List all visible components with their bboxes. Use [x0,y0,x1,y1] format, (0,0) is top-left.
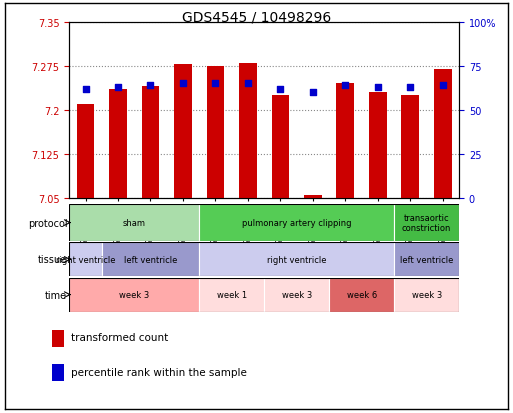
Bar [199,243,394,277]
Bar [329,278,394,312]
Text: pulmonary artery clipping: pulmonary artery clipping [242,218,351,228]
Point [82,86,90,93]
Text: tissue: tissue [38,255,67,265]
Point [146,83,154,89]
Bar [394,204,459,242]
Bar [369,93,387,198]
Bar [109,90,127,198]
Text: left ventricle: left ventricle [400,255,453,264]
Text: week 3: week 3 [411,290,442,299]
Bar [394,243,459,277]
Bar [394,278,459,312]
Bar [102,243,199,277]
Bar [52,364,65,381]
Point [341,83,349,89]
Bar [434,69,452,198]
Text: transformed count: transformed count [71,332,168,343]
Text: GDS4545 / 10498296: GDS4545 / 10498296 [182,10,331,24]
Text: left ventricle: left ventricle [124,255,177,264]
Bar [264,278,329,312]
Point [439,83,447,89]
Text: transaortic
constriction: transaortic constriction [402,214,451,233]
Bar [239,64,257,198]
Bar [304,195,322,198]
Text: week 3: week 3 [282,290,312,299]
Text: sham: sham [123,218,146,228]
Bar [174,65,192,198]
Bar [402,96,419,198]
Text: right ventricle: right ventricle [56,255,115,264]
Point [211,81,220,88]
Point [244,81,252,88]
Point [114,84,122,91]
Bar [337,84,354,198]
Bar [69,278,199,312]
Bar [69,243,102,277]
Bar [199,278,264,312]
Bar [207,66,224,198]
Point [374,84,382,91]
Bar [271,96,289,198]
Text: protocol: protocol [28,218,67,228]
Text: right ventricle: right ventricle [267,255,326,264]
Text: week 6: week 6 [347,290,377,299]
Text: week 3: week 3 [119,290,149,299]
Bar [76,104,94,198]
Bar [52,330,65,347]
Bar [142,87,160,198]
Point [406,84,415,91]
Point [309,90,317,96]
Bar [69,204,199,242]
Text: time: time [45,290,67,300]
Point [179,81,187,88]
Text: percentile rank within the sample: percentile rank within the sample [71,367,246,377]
Point [277,86,285,93]
Text: week 1: week 1 [216,290,247,299]
Bar [199,204,394,242]
